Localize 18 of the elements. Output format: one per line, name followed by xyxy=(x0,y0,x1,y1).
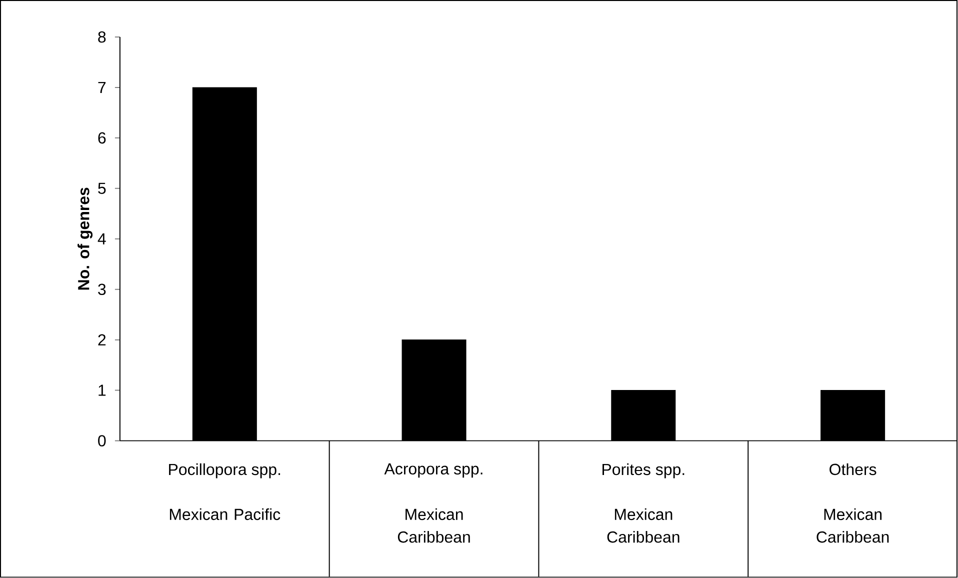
y-tick-label: 7 xyxy=(98,82,106,94)
text: Mexican Caribbean xyxy=(816,508,889,543)
x-tick-label: Others xyxy=(830,464,876,476)
y-tick-label: 4 xyxy=(98,234,106,245)
x-tick-label: Pocillopora spp. xyxy=(169,464,280,478)
y-tick-label: 1 xyxy=(98,384,106,396)
x-tick-label: Porites spp. xyxy=(602,464,684,478)
text: Mexican Caribbean xyxy=(607,508,680,543)
y-tick-label: 8 xyxy=(98,31,106,43)
x-tick-label: Acropora spp. xyxy=(384,464,482,478)
y-tick-label: 0 xyxy=(98,435,106,447)
text: Mexican Pacific xyxy=(170,508,280,520)
text: Mexican Caribbean xyxy=(398,508,470,543)
y-tick-label: 6 xyxy=(98,132,106,144)
y-tick-label: 5 xyxy=(98,182,106,194)
y-axis-title: No. of genres xyxy=(78,188,93,290)
y-tick-label: 2 xyxy=(98,334,106,346)
y-tick-label: 3 xyxy=(98,284,106,296)
